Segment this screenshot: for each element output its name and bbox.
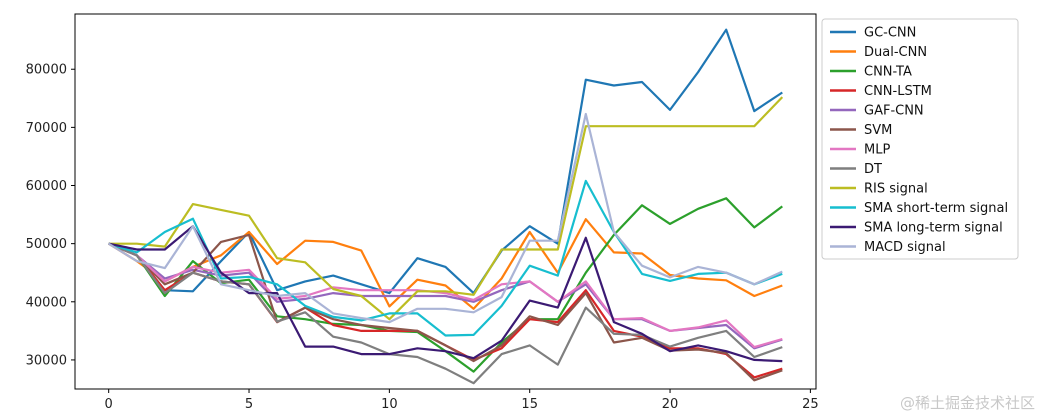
legend-entry-label: RIS signal bbox=[864, 182, 928, 197]
legend-entry-label: SMA short-term signal bbox=[864, 201, 1008, 216]
watermark: @稀土掘金技术社区 bbox=[900, 394, 1035, 412]
series-line-macd-signal bbox=[108, 112, 783, 324]
legend-entry-label: CNN-TA bbox=[864, 65, 912, 80]
legend: GC-CNN Dual-CNN CNN-TA CNN-LSTM GAF-CNN SVM ML… bbox=[821, 18, 1019, 260]
series-line-dt bbox=[108, 242, 783, 385]
series-line-cnn-lstm bbox=[108, 242, 783, 379]
series-line-ris-signal bbox=[108, 96, 784, 321]
x-tick-label: 25 bbox=[802, 397, 819, 412]
legend-entry-label: GAF-CNN bbox=[864, 104, 924, 119]
x-axis: 0 5 10 15 20 25 bbox=[105, 389, 819, 412]
series-line-gc-cnn bbox=[108, 28, 783, 295]
series-line-sma-short-term-signal bbox=[108, 179, 783, 337]
legend-box bbox=[821, 18, 1019, 260]
plot-lines bbox=[108, 28, 784, 385]
y-tick-label: 40000 bbox=[26, 295, 67, 310]
y-tick-label: 60000 bbox=[26, 179, 67, 194]
y-axis: 30000 40000 50000 60000 70000 80000 bbox=[26, 63, 75, 368]
legend-entry-label: Dual-CNN bbox=[864, 45, 927, 60]
x-tick-label: 15 bbox=[521, 397, 538, 412]
legend-entry-label: CNN-LSTM bbox=[864, 84, 932, 99]
x-tick-label: 20 bbox=[662, 397, 679, 412]
axes-frame bbox=[74, 13, 817, 390]
y-tick-label: 50000 bbox=[26, 237, 67, 252]
x-tick-label: 5 bbox=[245, 397, 253, 412]
legend-entry-label: GC-CNN bbox=[864, 26, 916, 41]
y-tick-label: 70000 bbox=[26, 121, 67, 136]
series-line-dual-cnn bbox=[108, 218, 783, 310]
x-tick-label: 0 bbox=[105, 397, 113, 412]
legend-entry-label: MLP bbox=[864, 143, 890, 158]
y-tick-label: 30000 bbox=[26, 353, 67, 368]
y-tick-label: 80000 bbox=[26, 63, 67, 78]
legend-entry-label: SVM bbox=[864, 123, 892, 138]
legend-entry-label: DT bbox=[864, 162, 882, 177]
series-line-sma-long-term-signal bbox=[108, 225, 783, 363]
x-tick-label: 10 bbox=[381, 397, 398, 412]
legend-entry-label: SMA long-term signal bbox=[864, 221, 1003, 236]
legend-entry-label: MACD signal bbox=[864, 240, 946, 255]
